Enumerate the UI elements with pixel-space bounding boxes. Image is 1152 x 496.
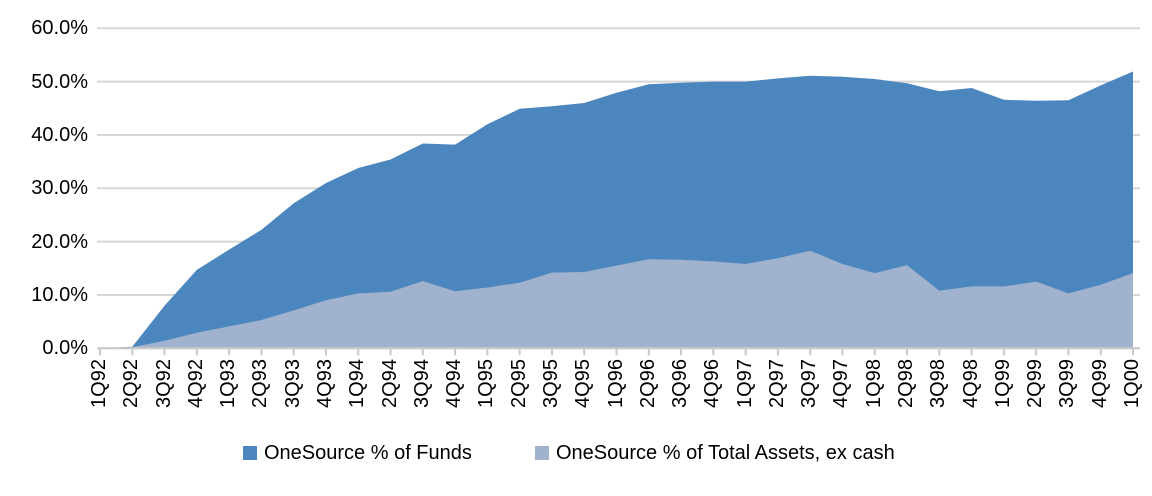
x-tick-label: 1Q99	[991, 359, 1014, 408]
legend-item-total-assets: OneSource % of Total Assets, ex cash	[535, 440, 895, 466]
x-tick-label: 4Q94	[443, 359, 466, 408]
funds-series-swatch-icon	[243, 446, 257, 460]
x-tick-label: 3Q97	[798, 359, 821, 408]
legend-item-funds: OneSource % of Funds	[243, 440, 472, 466]
y-tick-label: 50.0%	[31, 70, 88, 93]
x-tick-label: 1Q00	[1121, 359, 1143, 408]
y-tick-label: 0.0%	[42, 337, 88, 360]
y-tick-label: 60.0%	[31, 17, 88, 40]
x-tick-label: 3Q98	[927, 359, 950, 408]
x-tick-label: 2Q96	[636, 359, 659, 408]
x-tick-label: 2Q93	[249, 359, 272, 408]
x-tick-label: 2Q92	[120, 359, 143, 408]
x-tick-label: 1Q94	[346, 359, 369, 408]
x-tick-label: 4Q99	[1088, 359, 1111, 408]
x-tick-label: 4Q96	[701, 359, 724, 408]
x-tick-label: 3Q95	[539, 359, 562, 408]
x-tick-label: 1Q92	[88, 359, 110, 408]
x-tick-label: 3Q93	[281, 359, 304, 408]
x-tick-label: 4Q93	[313, 359, 336, 408]
x-tick-label: 4Q95	[572, 359, 595, 408]
y-tick-label: 10.0%	[31, 283, 88, 306]
x-tick-label: 3Q94	[410, 359, 433, 408]
x-tick-label: 2Q95	[507, 359, 530, 408]
legend: OneSource % of Funds OneSource % of Tota…	[0, 440, 1152, 470]
x-tick-label: 4Q97	[830, 359, 853, 408]
y-tick-label: 30.0%	[31, 177, 88, 200]
x-tick-label: 3Q99	[1056, 359, 1079, 408]
y-tick-label: 40.0%	[31, 123, 88, 146]
total-assets-series-swatch-icon	[535, 446, 549, 460]
x-tick-label: 2Q94	[378, 359, 401, 408]
y-tick-label: 20.0%	[31, 230, 88, 253]
x-tick-label: 1Q98	[862, 359, 885, 408]
legend-label-total-assets: OneSource % of Total Assets, ex cash	[556, 441, 895, 464]
x-tick-label: 4Q98	[959, 359, 982, 408]
x-tick-label: 4Q92	[184, 359, 207, 408]
x-tick-label: 2Q98	[895, 359, 918, 408]
x-tick-label: 1Q97	[733, 359, 756, 408]
series-area-1	[100, 250, 1133, 349]
x-tick-label: 2Q97	[765, 359, 788, 408]
x-tick-label: 2Q99	[1024, 359, 1047, 408]
x-tick-label: 1Q95	[475, 359, 498, 408]
x-tick-label: 1Q93	[217, 359, 240, 408]
legend-label-funds: OneSource % of Funds	[264, 441, 472, 464]
x-tick-label: 1Q96	[604, 359, 627, 408]
x-tick-label: 3Q92	[152, 359, 175, 408]
x-tick-label: 3Q96	[669, 359, 692, 408]
